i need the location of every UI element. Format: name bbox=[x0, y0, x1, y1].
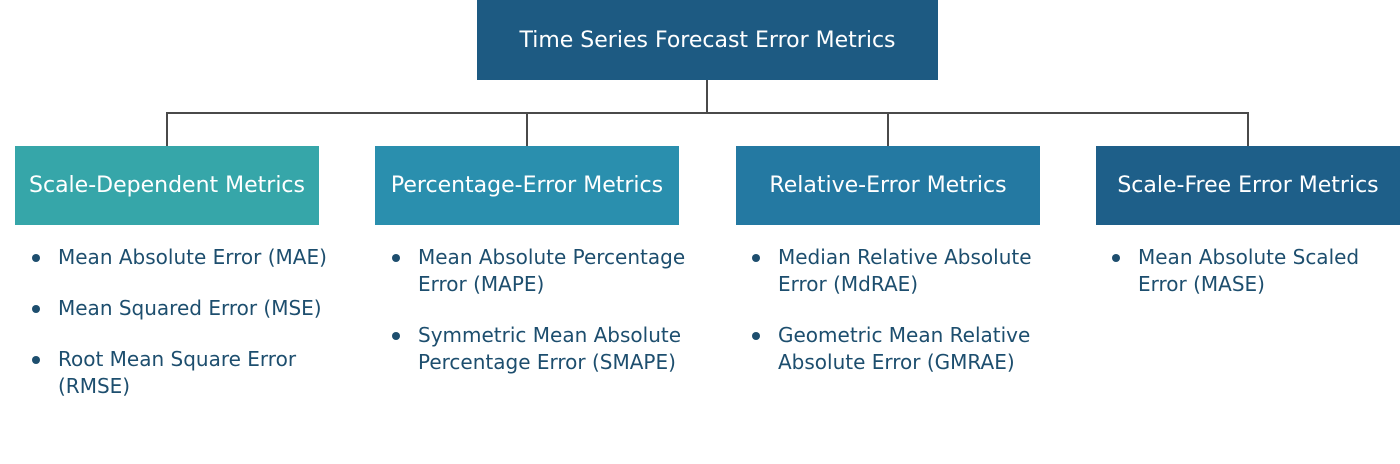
list-item: Mean Absolute Percentage Error (MAPE) bbox=[390, 244, 690, 298]
metric-label: Geometric Mean Relative Absolute Error (… bbox=[778, 323, 1031, 374]
metric-list-scale-dependent: Mean Absolute Error (MAE) Mean Squared E… bbox=[30, 244, 330, 424]
category-title: Relative-Error Metrics bbox=[769, 173, 1007, 198]
bullet-icon bbox=[752, 254, 760, 262]
connector-horizontal-bar bbox=[166, 112, 1249, 114]
metric-label: Symmetric Mean Absolute Percentage Error… bbox=[418, 323, 682, 374]
list-item: Mean Absolute Scaled Error (MASE) bbox=[1110, 244, 1395, 298]
list-item: Symmetric Mean Absolute Percentage Error… bbox=[390, 322, 690, 376]
metric-list-relative-error: Median Relative Absolute Error (MdRAE) G… bbox=[750, 244, 1050, 400]
metric-label: Mean Absolute Percentage Error (MAPE) bbox=[418, 245, 686, 296]
metric-label: Mean Absolute Error (MAE) bbox=[58, 245, 327, 269]
bullet-icon bbox=[32, 254, 40, 262]
connector-drop-2 bbox=[887, 112, 889, 146]
category-node-scale-free: Scale-Free Error Metrics bbox=[1096, 146, 1400, 225]
root-title: Time Series Forecast Error Metrics bbox=[519, 27, 896, 53]
connector-drop-1 bbox=[526, 112, 528, 146]
metric-label: Root Mean Square Error (RMSE) bbox=[58, 347, 297, 398]
root-node: Time Series Forecast Error Metrics bbox=[477, 0, 938, 80]
metric-list-percentage-error: Mean Absolute Percentage Error (MAPE) Sy… bbox=[390, 244, 690, 400]
bullet-icon bbox=[752, 332, 760, 340]
category-title: Scale-Dependent Metrics bbox=[29, 173, 305, 198]
connector-drop-3 bbox=[1247, 112, 1249, 146]
category-node-percentage-error: Percentage-Error Metrics bbox=[375, 146, 679, 225]
bullet-icon bbox=[32, 305, 40, 313]
category-title: Percentage-Error Metrics bbox=[390, 173, 664, 198]
metric-label: Mean Squared Error (MSE) bbox=[58, 296, 322, 320]
connector-root-stem bbox=[706, 80, 708, 114]
bullet-icon bbox=[1112, 254, 1120, 262]
list-item: Mean Absolute Error (MAE) bbox=[30, 244, 330, 271]
list-item: Root Mean Square Error (RMSE) bbox=[30, 346, 330, 400]
list-item: Geometric Mean Relative Absolute Error (… bbox=[750, 322, 1050, 376]
bullet-icon bbox=[32, 356, 40, 364]
bullet-icon bbox=[392, 332, 400, 340]
metric-label: Mean Absolute Scaled Error (MASE) bbox=[1138, 245, 1360, 296]
list-item: Median Relative Absolute Error (MdRAE) bbox=[750, 244, 1050, 298]
category-node-relative-error: Relative-Error Metrics bbox=[736, 146, 1040, 225]
metric-label: Median Relative Absolute Error (MdRAE) bbox=[778, 245, 1032, 296]
category-node-scale-dependent: Scale-Dependent Metrics bbox=[15, 146, 319, 225]
bullet-icon bbox=[392, 254, 400, 262]
connector-drop-0 bbox=[166, 112, 168, 146]
list-item: Mean Squared Error (MSE) bbox=[30, 295, 330, 322]
metric-list-scale-free: Mean Absolute Scaled Error (MASE) bbox=[1110, 244, 1395, 322]
category-title: Scale-Free Error Metrics bbox=[1117, 173, 1379, 198]
